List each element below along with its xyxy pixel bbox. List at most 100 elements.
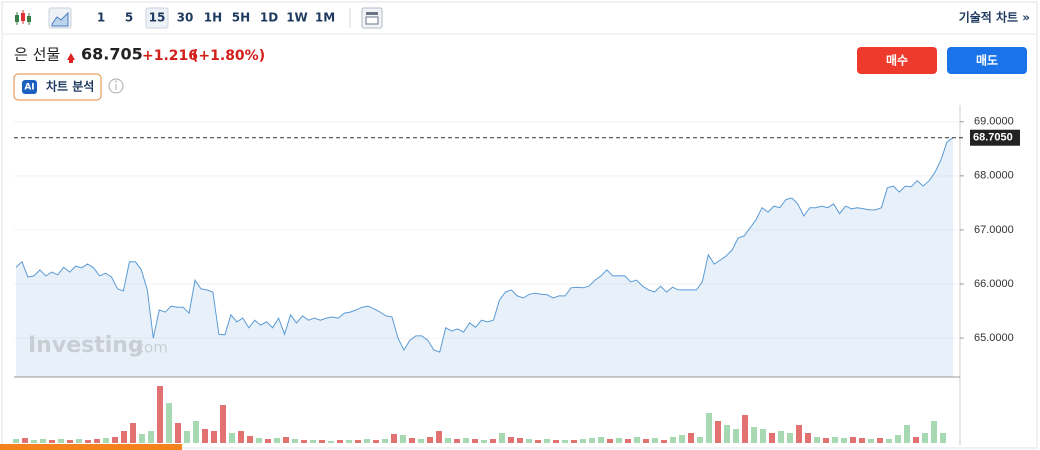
buy-button[interactable]: 매수: [857, 47, 937, 74]
watermark-suffix: .com: [131, 339, 168, 357]
volume-bar: [310, 440, 316, 443]
change: +1.216: [142, 48, 198, 64]
sell-button[interactable]: 매도: [947, 47, 1027, 74]
volume-bar: [265, 439, 271, 443]
volume-bar: [796, 425, 802, 443]
volume-bar: [841, 438, 847, 443]
volume-bar: [724, 425, 730, 443]
candle-icon[interactable]: [15, 10, 31, 25]
volume-bar: [211, 431, 217, 443]
volume-bar: [562, 440, 568, 443]
selected-interval-bg: [145, 7, 169, 29]
volume-bar: [157, 386, 163, 443]
volume-bar: [625, 439, 631, 443]
volume-bar: [85, 440, 91, 443]
volume-bar: [319, 440, 325, 443]
volume-bar: [130, 423, 136, 443]
volume-bar: [670, 437, 676, 443]
volume-bar: [922, 433, 928, 443]
up-arrow: [67, 53, 75, 63]
volume-bar: [283, 437, 289, 443]
volume-bar: [301, 440, 307, 443]
volume-bar: [22, 438, 28, 443]
change-percent: (+1.80%): [192, 48, 265, 64]
price-line: [15, 137, 954, 353]
interval-button[interactable]: 1H: [204, 11, 222, 25]
volume-bar: [490, 439, 496, 443]
volume-bar: [904, 425, 910, 443]
volume-bar: [103, 438, 109, 443]
volume-bar: [463, 438, 469, 443]
volume-bar: [454, 439, 460, 443]
volume-bar: [499, 433, 505, 443]
volume-bar: [94, 439, 100, 443]
volume-bar: [49, 440, 55, 443]
volume-bar: [832, 437, 838, 443]
volume-bar: [256, 438, 262, 443]
volume-bar: [445, 438, 451, 443]
volume-bar: [715, 421, 721, 443]
ai-button-label: 차트 분석: [46, 79, 94, 94]
interval-button[interactable]: 5H: [232, 11, 250, 25]
volume-bar: [598, 437, 604, 443]
interval-button[interactable]: 30: [177, 11, 194, 25]
interval-button[interactable]: 5: [125, 11, 133, 25]
volume-bar: [427, 437, 433, 443]
technical-chart-link[interactable]: 기술적 차트 »: [959, 10, 1030, 25]
volume-bar: [193, 421, 199, 443]
volume-bar: [859, 438, 865, 443]
volume-bar: [913, 437, 919, 443]
volume-bar: [139, 434, 145, 443]
volume-bar: [589, 438, 595, 443]
volume-bar: [13, 439, 19, 443]
volume-bar: [697, 437, 703, 443]
interval-button[interactable]: 1M: [315, 11, 335, 25]
volume-bar: [166, 403, 172, 443]
y-tick-label: 67.0000: [974, 224, 1014, 236]
volume-bar: [571, 440, 577, 443]
interval-button[interactable]: 15: [149, 11, 166, 25]
volume-bar: [391, 434, 397, 443]
volume-bar: [31, 440, 37, 443]
last-price-label: 68.7050: [973, 132, 1013, 144]
interval-button[interactable]: 1W: [286, 11, 308, 25]
volume-bar: [634, 437, 640, 443]
volume-bar: [184, 431, 190, 443]
volume-bar: [733, 429, 739, 443]
volume-bar: [607, 439, 613, 443]
volume-bar: [274, 438, 280, 443]
interval-button[interactable]: 1D: [260, 11, 278, 25]
volume-bar: [526, 439, 532, 443]
volume-bar: [121, 431, 127, 443]
volume-bar: [706, 413, 712, 443]
volume-bar: [409, 438, 415, 443]
price: 68.705: [81, 45, 143, 64]
volume-bar: [202, 429, 208, 443]
volume-bar: [553, 440, 559, 443]
volume-bar: [661, 440, 667, 443]
volume-bar: [760, 429, 766, 443]
interval-button[interactable]: 1: [97, 11, 105, 25]
ai-analysis-button[interactable]: AI 차트 분석: [13, 73, 102, 101]
layout-icon[interactable]: [361, 7, 383, 29]
volume-bar: [418, 439, 424, 443]
volume-bar: [112, 437, 118, 443]
volume-bar: [346, 440, 352, 443]
scrollbar[interactable]: [0, 444, 182, 450]
volume-bar: [229, 433, 235, 443]
info-icon[interactable]: [108, 78, 124, 94]
volume-bar: [382, 439, 388, 443]
volume-bar: [328, 441, 334, 443]
volume-bar: [373, 440, 379, 443]
volume-bar: [895, 435, 901, 443]
volume-bar: [481, 440, 487, 443]
volume-bar: [472, 439, 478, 443]
volume-bar: [805, 433, 811, 443]
volume-bar: [787, 433, 793, 443]
volume-bar: [76, 439, 82, 443]
volume-bar: [742, 415, 748, 443]
sell-label: 매도: [976, 53, 998, 68]
volume-bar: [580, 439, 586, 443]
instrument-name: 은 선물: [14, 46, 60, 64]
area-icon[interactable]: [48, 7, 72, 29]
